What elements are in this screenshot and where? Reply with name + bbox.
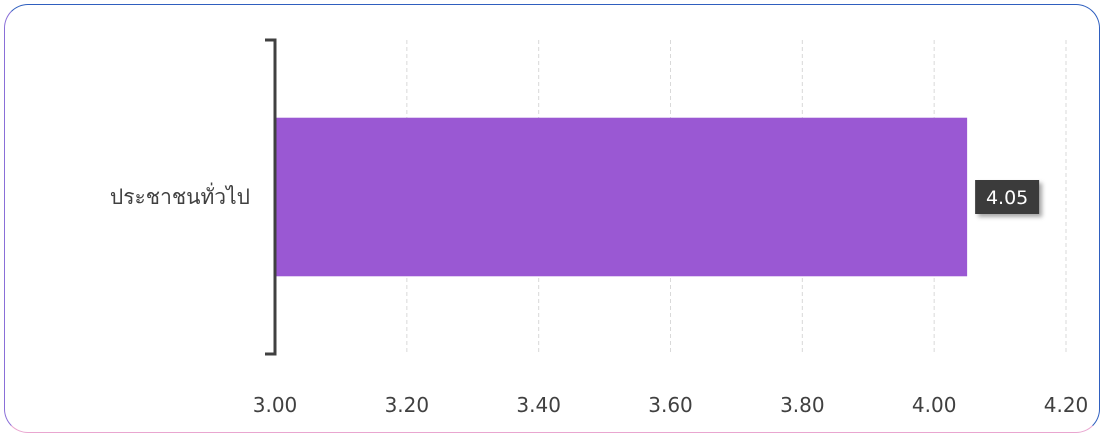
category-label: ประชาชนทั่วไป: [110, 182, 250, 209]
x-tick-label: 3.40: [516, 393, 561, 417]
bars: [276, 117, 968, 277]
category-labels: ประชาชนทั่วไป: [110, 182, 250, 209]
x-tick-label: 3.60: [648, 393, 693, 417]
category-axis: [265, 38, 277, 356]
chart-frame: [4, 4, 1100, 433]
data-labels: 4.05: [975, 180, 1040, 214]
data-label: 4.05: [986, 187, 1028, 209]
gridlines: [406, 40, 1067, 354]
bar: [276, 117, 968, 277]
category-axis-line: [265, 38, 277, 356]
x-axis-ticks: 3.00 3.20 3.40 3.60 3.80 4.00 4.20: [253, 393, 1089, 417]
x-tick-label: 4.20: [1044, 393, 1089, 417]
x-tick-label: 4.00: [912, 393, 957, 417]
x-tick-label: 3.80: [780, 393, 825, 417]
data-label-box: [975, 180, 1040, 214]
x-tick-label: 3.00: [253, 393, 298, 417]
x-tick-label: 3.20: [385, 393, 430, 417]
